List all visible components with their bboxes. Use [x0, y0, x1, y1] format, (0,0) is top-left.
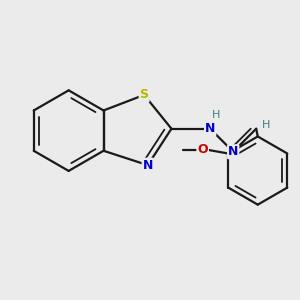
Text: O: O: [197, 143, 208, 156]
Text: H: H: [262, 120, 271, 130]
Text: S: S: [140, 88, 148, 101]
Text: N: N: [228, 145, 238, 158]
Text: N: N: [142, 159, 153, 172]
Text: H: H: [212, 110, 220, 120]
Text: N: N: [205, 122, 215, 135]
